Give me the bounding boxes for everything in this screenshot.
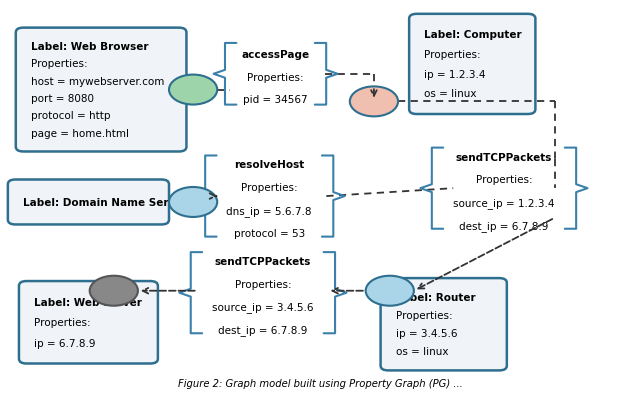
Text: dest_ip = 6.7.8.9: dest_ip = 6.7.8.9 (218, 325, 308, 336)
Text: Label: Web Server: Label: Web Server (34, 298, 142, 308)
Text: Properties:: Properties: (247, 72, 304, 82)
Text: dns_ip = 5.6.7.8: dns_ip = 5.6.7.8 (227, 206, 312, 217)
FancyBboxPatch shape (19, 281, 158, 364)
Text: Properties:: Properties: (235, 280, 291, 290)
FancyBboxPatch shape (381, 278, 507, 370)
Text: dest_ip = 6.7.8.9: dest_ip = 6.7.8.9 (460, 221, 548, 232)
Text: Properties:: Properties: (396, 311, 452, 321)
Text: Label: Router: Label: Router (396, 293, 476, 303)
Text: protocol = 53: protocol = 53 (234, 229, 305, 239)
Text: sendTCPPackets: sendTCPPackets (214, 257, 311, 267)
Circle shape (350, 86, 398, 116)
Text: Properties:: Properties: (424, 50, 481, 60)
Text: Properties:: Properties: (241, 183, 298, 193)
Text: ip = 3.4.5.6: ip = 3.4.5.6 (396, 329, 458, 339)
Text: Label: Domain Name Service: Label: Domain Name Service (23, 198, 193, 208)
Text: port = 8080: port = 8080 (31, 94, 94, 104)
FancyBboxPatch shape (8, 180, 169, 224)
Text: ip = 6.7.8.9: ip = 6.7.8.9 (34, 338, 96, 348)
Text: sendTCPPackets: sendTCPPackets (456, 152, 552, 162)
Text: host = mywebserver.com: host = mywebserver.com (31, 77, 164, 87)
Text: page = home.html: page = home.html (31, 129, 129, 139)
Text: Properties:: Properties: (31, 60, 88, 70)
FancyBboxPatch shape (16, 28, 186, 152)
Text: accessPage: accessPage (241, 50, 310, 60)
Circle shape (90, 276, 138, 306)
Text: resolveHost: resolveHost (234, 160, 305, 170)
Text: Figure 2: Graph model built using Property Graph (PG) ...: Figure 2: Graph model built using Proper… (178, 379, 462, 389)
Text: source_ip = 1.2.3.4: source_ip = 1.2.3.4 (453, 198, 555, 209)
Text: Properties:: Properties: (34, 318, 91, 328)
Circle shape (169, 187, 217, 217)
Text: Label: Web Browser: Label: Web Browser (31, 42, 148, 52)
Circle shape (365, 276, 414, 306)
Text: protocol = http: protocol = http (31, 112, 111, 122)
Text: Properties:: Properties: (476, 176, 532, 186)
Text: os = linux: os = linux (424, 90, 477, 100)
Text: source_ip = 3.4.5.6: source_ip = 3.4.5.6 (212, 302, 314, 313)
Text: ip = 1.2.3.4: ip = 1.2.3.4 (424, 70, 486, 80)
FancyBboxPatch shape (409, 14, 536, 114)
Text: pid = 34567: pid = 34567 (243, 96, 308, 106)
Text: os = linux: os = linux (396, 347, 448, 357)
Circle shape (169, 74, 217, 104)
Text: Label: Computer: Label: Computer (424, 30, 522, 40)
